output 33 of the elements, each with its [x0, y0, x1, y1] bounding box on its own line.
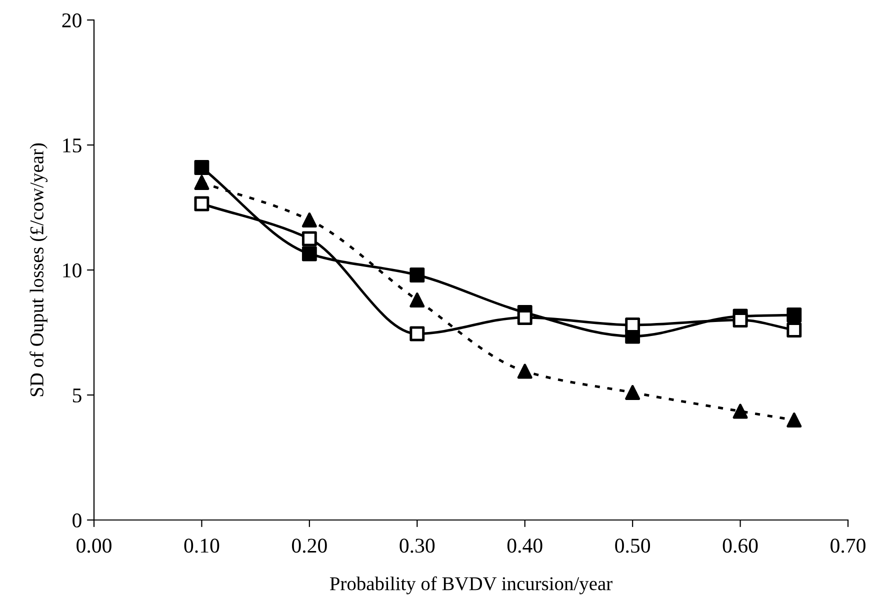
x-tick-label: 0.30 [400, 538, 435, 553]
point [194, 175, 210, 190]
y-axis-title: SD of Ouput losses (£/cow/year) [30, 143, 48, 396]
x-tick-label: 0.40 [507, 538, 542, 553]
point [732, 404, 748, 419]
point [625, 318, 640, 332]
y-tick-label: 10 [63, 263, 82, 278]
point [410, 326, 425, 342]
x-tick-label: 0.10 [184, 538, 220, 553]
point [410, 292, 425, 308]
point [302, 246, 317, 262]
point [410, 268, 425, 282]
point [302, 231, 317, 246]
point [517, 364, 532, 379]
x-tick-label: 0.70 [830, 538, 866, 553]
point [625, 385, 640, 400]
point [194, 160, 210, 175]
x-tick-label: 0.50 [615, 538, 650, 553]
x-tick-label: 0.60 [722, 538, 758, 553]
y-tick-label: 20 [62, 13, 82, 28]
point [302, 212, 317, 228]
point [194, 196, 210, 212]
y-tick-label: 15 [63, 138, 82, 152]
x-axis-title: Probability of BVDV incursion/year [330, 576, 612, 594]
y-tick-label: 5 [72, 388, 82, 402]
point [786, 322, 802, 338]
point [517, 310, 532, 325]
x-tick-label: 0.20 [292, 538, 327, 553]
point [786, 308, 802, 322]
point [732, 312, 748, 328]
x-tick-label: 0.00 [76, 538, 112, 553]
y-tick-label: 0 [72, 513, 82, 528]
point [786, 412, 802, 428]
